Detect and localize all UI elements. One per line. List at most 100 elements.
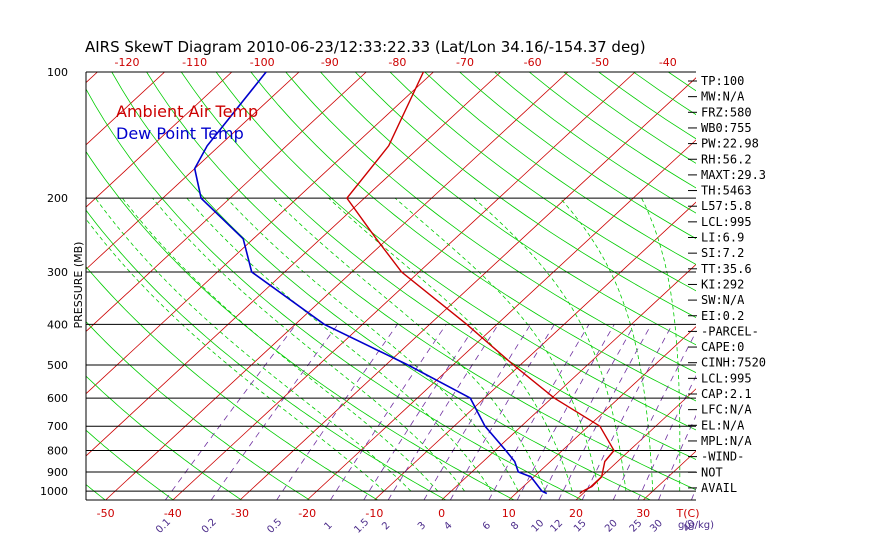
bottom-temp-tick-label: -10 bbox=[365, 507, 383, 520]
index-value: CAP:2.1 bbox=[701, 387, 752, 401]
isotherm-line bbox=[508, 326, 696, 500]
mixing-ratio-line bbox=[558, 324, 652, 500]
dry-adiabat-line bbox=[250, 72, 696, 402]
moist-adiabat-line bbox=[186, 197, 492, 492]
mixing-ratio-line bbox=[363, 324, 477, 500]
index-value: NOT bbox=[701, 465, 723, 479]
dry-adiabat-line bbox=[668, 72, 696, 92]
dry-adiabat-line bbox=[86, 429, 174, 500]
moist-adiabat-line bbox=[272, 197, 546, 492]
index-value: EL:N/A bbox=[701, 418, 745, 432]
index-value: FRZ:580 bbox=[701, 105, 752, 119]
pressure-tick-label: 300 bbox=[47, 266, 68, 279]
dry-adiabat-line bbox=[354, 72, 696, 318]
index-value: AVAIL bbox=[701, 481, 737, 495]
legend-dew-point-temp: Dew Point Temp bbox=[116, 124, 244, 143]
mixing-ratio-line bbox=[581, 324, 673, 500]
isobars bbox=[86, 71, 696, 492]
isotherm-line bbox=[86, 72, 300, 270]
mixing-ratio-tick-label: 6 bbox=[481, 520, 493, 532]
mixing-ratio-line bbox=[387, 324, 499, 500]
mixing-ratio-tick-label: 8 bbox=[509, 520, 521, 532]
isotherm-line bbox=[86, 72, 165, 146]
dry-adiabat-line bbox=[86, 321, 310, 500]
index-value: MAXT:29.3 bbox=[701, 168, 766, 182]
top-temp-tick-label: -70 bbox=[456, 56, 474, 69]
mixing-ratio-line bbox=[210, 324, 339, 500]
top-temp-tick-label: -110 bbox=[182, 56, 207, 69]
index-value: RH:56.2 bbox=[701, 152, 752, 166]
dry-adiabat-line bbox=[86, 209, 447, 500]
moist-adiabat-line bbox=[394, 197, 600, 492]
pressure-tick-label: 700 bbox=[47, 420, 68, 433]
dry-adiabat-line bbox=[389, 72, 696, 292]
mixing-ratio-line bbox=[449, 324, 555, 500]
mixing-ratio-tick-label: 30 bbox=[648, 518, 665, 535]
dry-adiabat-line bbox=[86, 484, 106, 500]
dry-adiabat-line bbox=[459, 72, 696, 240]
isotherm-line bbox=[86, 72, 434, 395]
top-temp-tick-label: -50 bbox=[591, 56, 609, 69]
mixing-ratio-line bbox=[539, 324, 635, 500]
mixing-ratio-tick-label: 12 bbox=[548, 518, 565, 535]
dry-adiabat-line bbox=[424, 72, 696, 265]
pressure-tick-label: 500 bbox=[47, 359, 68, 372]
index-value: TP:100 bbox=[701, 74, 744, 88]
index-value: TH:5463 bbox=[701, 184, 752, 198]
index-value: SW:N/A bbox=[701, 293, 745, 307]
mixing-ratio-line bbox=[276, 324, 398, 500]
isotherm-line bbox=[239, 77, 696, 500]
bottom-temp-tick-label: 0 bbox=[438, 507, 445, 520]
pressure-tick-label: 100 bbox=[47, 66, 68, 79]
index-value: MPL:N/A bbox=[701, 434, 752, 448]
mixing-ratio-tick-label: 25 bbox=[628, 518, 645, 535]
top-temp-tick-label: -120 bbox=[115, 56, 140, 69]
index-value: LCL:995 bbox=[701, 371, 752, 385]
mixing-ratio-line bbox=[612, 331, 696, 500]
index-value: L57:5.8 bbox=[701, 199, 752, 213]
isotherm-line bbox=[0, 72, 30, 500]
dry-adiabat-line bbox=[320, 72, 696, 346]
index-value: KI:292 bbox=[701, 277, 744, 291]
pressure-tick-label: 1000 bbox=[40, 485, 68, 498]
mixing-ratio-line bbox=[330, 324, 447, 500]
bottom-temp-tick-label: -20 bbox=[298, 507, 316, 520]
index-value: PW:22.98 bbox=[701, 137, 759, 151]
isotherm-line bbox=[105, 72, 569, 500]
isotherm-line bbox=[778, 72, 870, 500]
bottom-temp-tick-label: 10 bbox=[502, 507, 516, 520]
pressure-tick-label: 200 bbox=[47, 192, 68, 205]
mixing-ratio-tick-label: 15 bbox=[572, 518, 589, 535]
mixing-ratio-line bbox=[423, 324, 532, 500]
dry-adiabat-line bbox=[494, 72, 696, 214]
pressure-tick-label: 800 bbox=[47, 445, 68, 458]
bottom-temp-tick-label: 30 bbox=[636, 507, 650, 520]
index-value: TT:35.6 bbox=[701, 262, 752, 276]
index-value: MW:N/A bbox=[701, 90, 745, 104]
isotherm-line bbox=[86, 72, 367, 333]
bottom-temp-tick-label: -40 bbox=[164, 507, 182, 520]
dry-adiabat-line bbox=[86, 150, 515, 500]
isotherm-line bbox=[441, 263, 696, 500]
mixing-ratio-tick-label: 20 bbox=[603, 518, 620, 535]
index-value: LCL:995 bbox=[701, 215, 752, 229]
mixing-ratio-tick-label: 4 bbox=[442, 520, 454, 532]
index-value: EI:0.2 bbox=[701, 309, 744, 323]
isotherm-line bbox=[86, 72, 501, 457]
bottom-temp-tick-label: -30 bbox=[231, 507, 249, 520]
top-temp-tick-label: -60 bbox=[524, 56, 542, 69]
mixing-ratio-tick-label: 1 bbox=[322, 520, 334, 532]
top-temp-tick-label: -80 bbox=[388, 56, 406, 69]
index-value: LI:6.9 bbox=[701, 231, 744, 245]
mixing-ratio-tick-label: 2 bbox=[380, 520, 392, 532]
y-axis-label: PRESSURE (MB) bbox=[72, 242, 85, 329]
dry-adiabat-line bbox=[146, 72, 696, 491]
mixing-ratio-line bbox=[164, 324, 297, 500]
moist-adiabat-line bbox=[86, 218, 385, 492]
index-value: -PARCEL- bbox=[701, 324, 759, 338]
index-value: CAPE:0 bbox=[701, 340, 744, 354]
x-axis-label: T(C) bbox=[676, 507, 700, 520]
isotherm-line bbox=[374, 201, 696, 500]
top-temp-tick-label: -100 bbox=[250, 56, 275, 69]
